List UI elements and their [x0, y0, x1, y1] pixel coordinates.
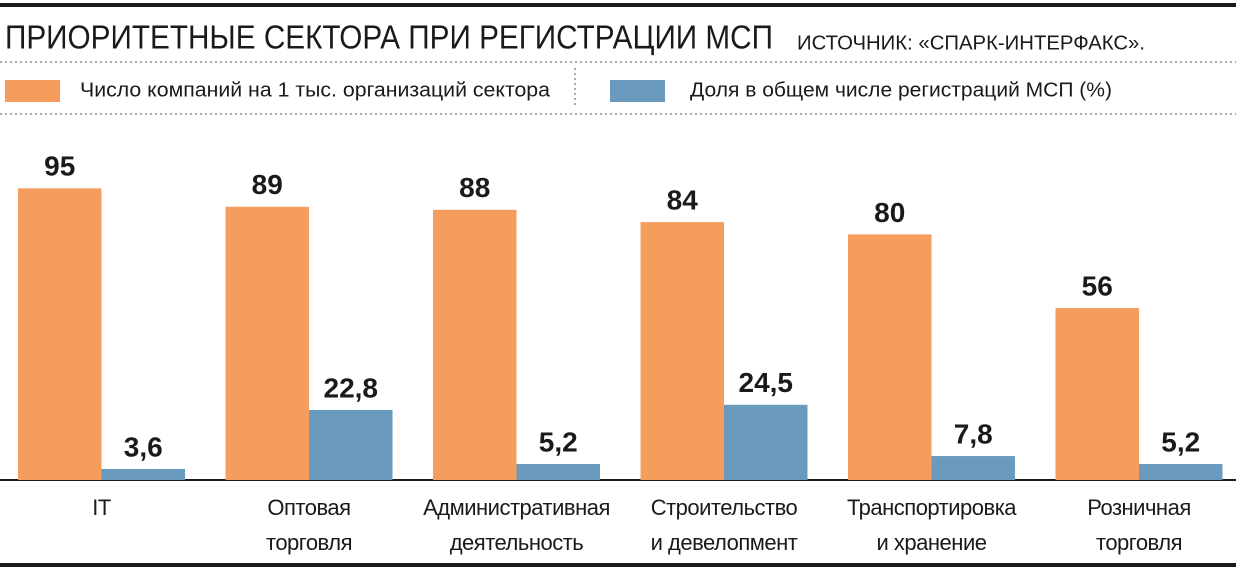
- bar: [931, 456, 1015, 480]
- value-label: 84: [667, 185, 699, 216]
- value-label: 22,8: [324, 372, 379, 403]
- source: ИСТОЧНИК: «СПАРК-ИНТЕРФАКС».: [797, 32, 1145, 54]
- x-tick-label: IT: [92, 495, 111, 520]
- bar: [724, 404, 808, 480]
- bar: [1055, 308, 1139, 480]
- x-tick-label: Розничная торговля: [1087, 495, 1191, 555]
- legend-label: Доля в общем числе регистраций МСП (%): [690, 79, 1112, 101]
- value-label: 88: [459, 172, 490, 203]
- x-tick-label: Строительство и девелопмент: [650, 495, 798, 555]
- chart-title: ПРИОРИТЕТНЫЕ СЕКТОРА ПРИ РЕГИСТРАЦИИ МСП: [5, 19, 773, 56]
- value-label: 80: [874, 197, 905, 228]
- legend-label: Число компаний на 1 тыс. организаций сек…: [80, 79, 551, 101]
- value-label: 5,2: [1161, 426, 1200, 457]
- bar: [101, 468, 185, 480]
- value-label: 7,8: [954, 418, 993, 449]
- value-label: 95: [44, 151, 75, 182]
- x-tick-label: Оптовая торговля: [265, 495, 353, 555]
- value-label: 89: [252, 169, 283, 200]
- bar: [848, 234, 932, 480]
- x-tick-label: Транспортировка и хранение: [846, 495, 1017, 555]
- value-label: 24,5: [739, 367, 794, 398]
- legend-swatch: [5, 80, 60, 102]
- value-label: 3,6: [124, 431, 163, 462]
- bar: [433, 209, 517, 480]
- value-label: 56: [1082, 270, 1113, 301]
- bar: [18, 188, 102, 480]
- value-label: 5,2: [539, 426, 578, 457]
- bar: [1139, 464, 1223, 480]
- bar: [225, 206, 309, 480]
- bar: [640, 222, 724, 480]
- bottom-rule: [0, 563, 1236, 567]
- x-tick-label: Административная деятельность: [423, 495, 610, 555]
- legend-swatch: [610, 80, 665, 102]
- bar: [516, 464, 600, 480]
- bar: [309, 410, 393, 480]
- top-rule: [0, 3, 1236, 7]
